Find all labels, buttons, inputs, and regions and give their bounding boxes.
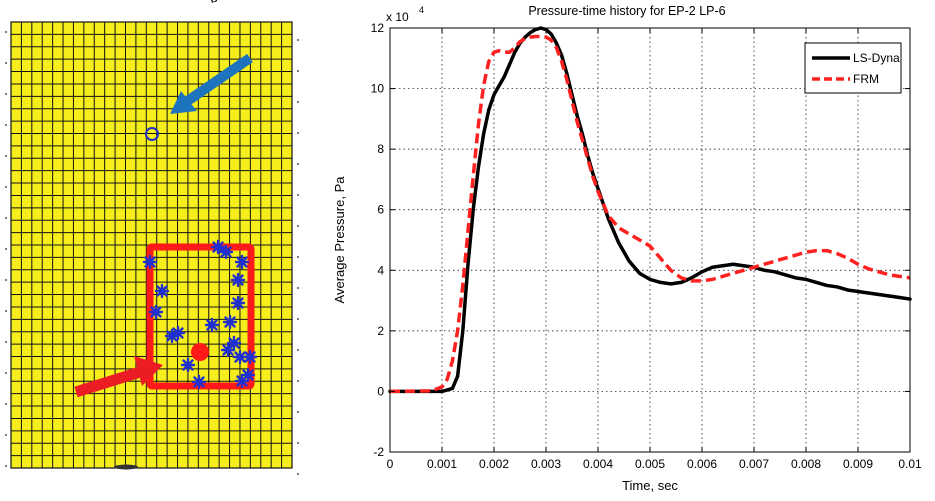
legend: LS-Dyna FRM — [804, 42, 902, 94]
node-star-marker — [234, 254, 250, 270]
mesh-edge-dot — [297, 194, 299, 196]
mesh-edge-dot — [297, 287, 299, 289]
node-markers — [142, 239, 258, 390]
node-star-marker — [218, 244, 234, 260]
node-star-marker — [191, 374, 207, 390]
series-line-frm — [389, 34, 911, 394]
node-star-marker — [242, 349, 258, 365]
y-exponent-power: 4 — [419, 5, 424, 15]
y-tick-label: 4 — [377, 263, 384, 277]
y-exponent-label: x 10 — [386, 10, 409, 24]
x-tick-label: 0.005 — [635, 457, 665, 471]
y-tick-label: -2 — [373, 445, 384, 459]
x-tick-label: 0.01 — [898, 457, 922, 471]
monitored-region — [146, 243, 255, 390]
x-tick-label: 0 — [387, 457, 394, 471]
target-point-marker — [145, 127, 159, 141]
mesh-edge-dot — [297, 163, 299, 165]
chart-title: Pressure-time history for EP-2 LP-6 — [528, 4, 725, 18]
mesh-edge-dot — [297, 39, 299, 41]
mesh-edge-dot — [297, 349, 299, 351]
mesh-edge-dot — [5, 372, 7, 374]
legend-label-frm: FRM — [853, 72, 879, 86]
y-tick-label: 0 — [377, 384, 384, 398]
x-tick-label: 0.008 — [791, 457, 821, 471]
mesh-edge-dot — [297, 318, 299, 320]
x-tick-label: 0.001 — [427, 457, 457, 471]
node-star-marker — [164, 328, 180, 344]
mesh-edge-dot — [5, 124, 7, 126]
mesh-edge-dot — [5, 310, 7, 312]
x-tick-label: 0.009 — [843, 457, 873, 471]
y-tick-label: 12 — [371, 21, 385, 35]
mesh-edge-dot — [297, 132, 299, 134]
series-lines — [388, 26, 912, 394]
mesh-edge-dot — [5, 465, 7, 467]
node-star-marker — [240, 367, 256, 383]
mesh-edge-dot — [297, 225, 299, 227]
y-tick-labels: -2 0 2 4 6 8 10 12 — [371, 21, 385, 459]
node-star-marker — [232, 349, 248, 365]
mesh-edge-dot — [5, 341, 7, 343]
node-star-marker — [220, 342, 236, 358]
y-tick-label: 10 — [371, 82, 385, 96]
mesh-edge-dot — [5, 93, 7, 95]
mesh-grid — [11, 22, 292, 468]
x-axis-label: Time, sec — [622, 478, 678, 493]
mesh-edge-dot — [5, 217, 7, 219]
node-star-marker — [234, 373, 250, 389]
y-tick-label: 6 — [377, 203, 384, 217]
node-star-marker — [154, 283, 170, 299]
mesh-edge-dot — [5, 434, 7, 436]
mesh-edge-dot — [5, 31, 7, 33]
node-star-marker — [226, 335, 242, 351]
node-star-marker — [222, 314, 238, 330]
mesh-edge-dot — [297, 442, 299, 444]
blue-arrow-icon — [170, 53, 253, 114]
legend-label-ls-dyna: LS-Dyna — [853, 51, 900, 65]
node-star-marker — [148, 304, 164, 320]
legend-box — [804, 42, 902, 94]
mesh-edge-dots — [5, 31, 299, 475]
x-tick-label: 0.004 — [583, 457, 613, 471]
y-tick-label: 2 — [377, 324, 384, 338]
x-tick-label: 0.003 — [531, 457, 561, 471]
mesh-edge-dot — [297, 70, 299, 72]
mesh-edge-dot — [297, 473, 299, 475]
figure-caption-fragment: g — [210, 0, 930, 3]
mesh-edge-dot — [297, 411, 299, 413]
pressure-time-chart: Pressure-time history for EP-2 LP-6 x 10… — [318, 0, 935, 496]
mesh-edge-dot — [5, 186, 7, 188]
load-point-marker — [191, 343, 209, 361]
x-tick-labels: 0 0.001 0.002 0.003 0.004 0.005 0.006 0.007 0.00… — [387, 457, 922, 471]
mesh-edge-dot — [297, 380, 299, 382]
node-star-marker — [210, 239, 226, 255]
mesh-edge-dot — [5, 62, 7, 64]
node-star-marker — [180, 357, 196, 373]
x-tick-label: 0.007 — [739, 457, 769, 471]
mesh-edge-dot — [5, 403, 7, 405]
mesh-edge-dot — [297, 101, 299, 103]
x-tick-label: 0.002 — [479, 457, 509, 471]
mesh-edge-dot — [5, 248, 7, 250]
y-tick-label: 8 — [377, 142, 384, 156]
tick-marks — [389, 27, 911, 453]
mesh-edge-dot — [5, 279, 7, 281]
node-star-marker — [230, 272, 246, 288]
mesh-bottom-mark — [114, 464, 138, 470]
node-star-marker — [170, 325, 186, 341]
y-axis-label: Average Pressure, Pa — [332, 176, 347, 304]
node-star-marker — [230, 295, 246, 311]
node-star-marker — [204, 317, 220, 333]
red-arrow-icon — [74, 356, 163, 398]
x-tick-label: 0.006 — [687, 457, 717, 471]
node-star-marker — [142, 254, 158, 270]
mesh-image — [0, 0, 310, 496]
mesh-edge-dot — [5, 155, 7, 157]
mesh-edge-dot — [297, 256, 299, 258]
